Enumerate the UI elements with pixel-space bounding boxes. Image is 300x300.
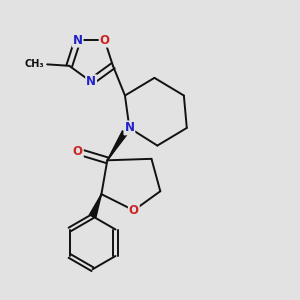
Text: N: N bbox=[124, 122, 134, 134]
Polygon shape bbox=[89, 194, 101, 217]
Polygon shape bbox=[107, 131, 128, 160]
Text: CH₃: CH₃ bbox=[25, 59, 44, 69]
Text: N: N bbox=[73, 34, 82, 46]
Text: O: O bbox=[129, 204, 139, 217]
Text: O: O bbox=[73, 145, 83, 158]
Text: N: N bbox=[86, 75, 96, 88]
Text: O: O bbox=[100, 34, 110, 46]
